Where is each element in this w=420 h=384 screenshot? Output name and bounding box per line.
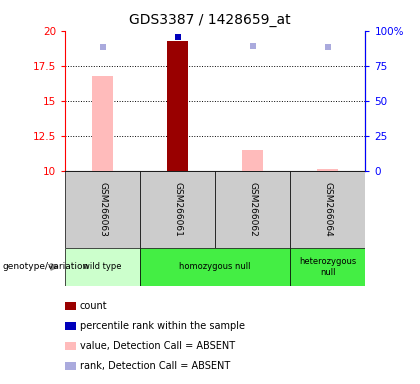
Bar	[167, 41, 188, 171]
Text: percentile rank within the sample: percentile rank within the sample	[80, 321, 245, 331]
Text: GSM266061: GSM266061	[173, 182, 182, 237]
Bar	[290, 171, 365, 248]
Bar	[215, 171, 290, 248]
Bar	[318, 169, 339, 171]
Text: wild type: wild type	[84, 262, 122, 271]
Text: value, Detection Call = ABSENT: value, Detection Call = ABSENT	[80, 341, 235, 351]
Bar	[92, 76, 113, 171]
Bar	[242, 150, 263, 171]
Bar	[65, 171, 140, 248]
Bar	[290, 248, 365, 286]
Bar	[140, 248, 290, 286]
Bar	[140, 171, 215, 248]
Text: count: count	[80, 301, 108, 311]
Text: GDS3387 / 1428659_at: GDS3387 / 1428659_at	[129, 13, 291, 27]
Text: GSM266063: GSM266063	[98, 182, 107, 237]
Bar	[65, 248, 140, 286]
Text: heterozygous
null: heterozygous null	[299, 257, 357, 276]
Text: homozygous null: homozygous null	[179, 262, 251, 271]
Text: genotype/variation: genotype/variation	[2, 262, 88, 271]
Text: GSM266062: GSM266062	[248, 182, 257, 237]
Text: rank, Detection Call = ABSENT: rank, Detection Call = ABSENT	[80, 361, 230, 371]
Text: GSM266064: GSM266064	[323, 182, 332, 237]
